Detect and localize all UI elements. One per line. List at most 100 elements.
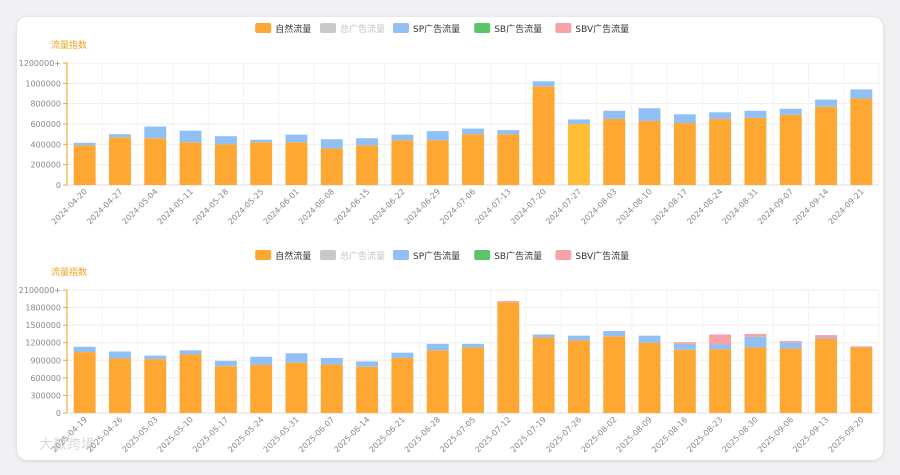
bar-natural[interactable] — [638, 120, 661, 185]
bar-sp[interactable] — [391, 352, 414, 358]
bar-natural[interactable] — [109, 137, 131, 185]
bar-sbv[interactable] — [744, 333, 767, 337]
bar-natural[interactable] — [779, 348, 802, 413]
bar-natural[interactable] — [356, 145, 379, 185]
bar-natural[interactable] — [320, 148, 343, 185]
bar-sbv[interactable] — [850, 346, 873, 347]
bar-sp[interactable] — [109, 134, 131, 138]
bar-natural[interactable] — [815, 106, 837, 185]
bar-natural[interactable] — [532, 86, 555, 185]
bar-sbv[interactable] — [709, 334, 732, 345]
bar-sp[interactable] — [250, 139, 273, 143]
bar-natural[interactable] — [214, 144, 237, 185]
bar-sp[interactable] — [109, 351, 131, 359]
bar-sp[interactable] — [567, 335, 590, 341]
bar-natural[interactable] — [462, 134, 484, 185]
bar-sbv[interactable] — [497, 301, 520, 303]
bar-natural[interactable] — [214, 366, 237, 413]
bar-natural[interactable] — [850, 347, 873, 413]
bar-sp[interactable] — [744, 336, 767, 348]
bar-sp[interactable] — [744, 110, 767, 118]
bar-sp[interactable] — [673, 343, 696, 350]
bar-sp[interactable] — [179, 130, 202, 143]
bar-sbv[interactable] — [779, 340, 802, 343]
bar-sbv[interactable] — [815, 335, 837, 338]
bar-sp[interactable] — [779, 342, 802, 349]
legend-item-sb[interactable]: SB广告流量 — [474, 250, 542, 262]
bar-sp[interactable] — [603, 110, 626, 119]
bar-natural[interactable] — [179, 354, 202, 413]
legend-item-sbv[interactable]: SBV广告流量 — [555, 23, 629, 35]
bar-natural[interactable] — [391, 357, 414, 413]
legend-item-natural[interactable]: 自然流量 — [255, 23, 311, 35]
bar-sp[interactable] — [462, 343, 484, 348]
legend-item-sp[interactable]: SP广告流量 — [393, 23, 460, 35]
bar-natural[interactable] — [744, 117, 767, 185]
bar-natural[interactable] — [532, 337, 555, 413]
bar-sp[interactable] — [356, 138, 379, 146]
bar-natural[interactable] — [709, 118, 732, 185]
bar-natural[interactable] — [144, 138, 167, 185]
bar-sp[interactable] — [709, 112, 732, 119]
bar-sp[interactable] — [285, 353, 308, 363]
bar-natural[interactable] — [497, 134, 520, 185]
bar-natural[interactable] — [73, 145, 96, 185]
bar-natural[interactable] — [144, 359, 167, 413]
legend-item-natural[interactable]: 自然流量 — [255, 250, 311, 262]
bar-natural[interactable] — [250, 364, 273, 413]
bar-natural[interactable] — [179, 142, 202, 185]
bar-sp[interactable] — [285, 134, 308, 143]
bar-natural[interactable] — [567, 124, 590, 185]
bar-natural[interactable] — [603, 336, 626, 413]
bar-natural[interactable] — [815, 338, 837, 413]
bar-sp[interactable] — [850, 89, 873, 99]
bar-natural[interactable] — [285, 362, 308, 413]
legend-item-sp[interactable]: SP广告流量 — [393, 250, 460, 262]
bar-sp[interactable] — [320, 139, 343, 149]
bar-sp[interactable] — [815, 99, 837, 107]
bar-sbv[interactable] — [673, 342, 696, 344]
bar-natural[interactable] — [285, 142, 308, 185]
bar-natural[interactable] — [850, 98, 873, 185]
bar-sp[interactable] — [603, 331, 626, 337]
bar-sp[interactable] — [73, 142, 96, 146]
bar-sp[interactable] — [779, 108, 802, 115]
bar-sp[interactable] — [73, 346, 96, 353]
bar-sp[interactable] — [320, 357, 343, 365]
bar-natural[interactable] — [391, 140, 414, 185]
bar-sp[interactable] — [462, 128, 484, 135]
bar-natural[interactable] — [250, 142, 273, 185]
bar-sp[interactable] — [709, 344, 732, 350]
bar-sp[interactable] — [214, 136, 237, 145]
bar-sp[interactable] — [250, 356, 273, 365]
bar-natural[interactable] — [73, 352, 96, 413]
bar-natural[interactable] — [462, 347, 484, 413]
legend-item-sb[interactable]: SB广告流量 — [474, 23, 542, 35]
bar-natural[interactable] — [603, 118, 626, 185]
bar-sp[interactable] — [144, 126, 167, 139]
bar-sp[interactable] — [426, 131, 449, 141]
bar-natural[interactable] — [673, 349, 696, 413]
bar-natural[interactable] — [638, 342, 661, 413]
bar-natural[interactable] — [356, 366, 379, 413]
bar-sp[interactable] — [638, 108, 661, 121]
bar-natural[interactable] — [320, 364, 343, 413]
bar-sp[interactable] — [356, 361, 379, 367]
bar-natural[interactable] — [426, 350, 449, 413]
bar-sp[interactable] — [391, 134, 414, 141]
bar-sp[interactable] — [850, 346, 873, 348]
bar-sp[interactable] — [638, 335, 661, 343]
bar-natural[interactable] — [109, 358, 131, 413]
legend-item-general[interactable]: 总广告流量 — [320, 23, 385, 35]
bar-sp[interactable] — [179, 350, 202, 355]
bar-natural[interactable] — [744, 347, 767, 413]
legend-item-general[interactable]: 总广告流量 — [320, 250, 385, 262]
bar-natural[interactable] — [673, 122, 696, 185]
bar-sp[interactable] — [144, 355, 167, 360]
bar-sp[interactable] — [673, 114, 696, 123]
bar-sp[interactable] — [214, 360, 237, 367]
bar-natural[interactable] — [567, 340, 590, 413]
bar-sp[interactable] — [532, 81, 555, 87]
legend-item-sbv[interactable]: SBV广告流量 — [555, 250, 629, 262]
bar-sp[interactable] — [426, 343, 449, 351]
